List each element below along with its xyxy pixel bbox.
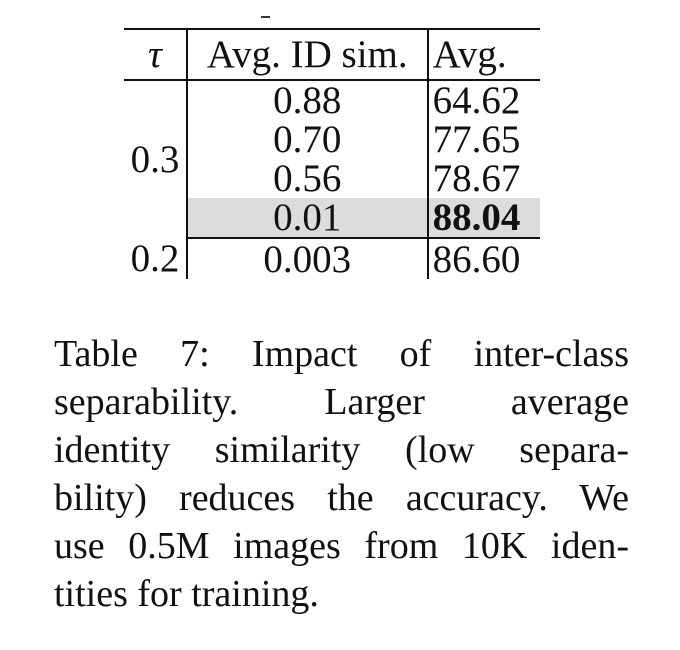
table-row: 0.70 77.65	[124, 120, 540, 159]
caption-line: tities for training.	[54, 573, 319, 615]
table-header-row: τ Avg. ID sim. Avg.	[124, 28, 540, 81]
tau-value-group-1: 0.3	[124, 80, 188, 238]
caption-line: Table 7: Impact of inter-class	[54, 333, 629, 375]
table-row-highlighted: 0.01 88.04	[124, 198, 540, 239]
table-row: 0.56 78.67	[124, 159, 540, 198]
avg-cell: 64.62	[432, 79, 521, 122]
avg-cell: 77.65	[432, 118, 521, 161]
results-table: τ Avg. ID sim. Avg. 0.3 0.88 64.62 0.70 …	[124, 28, 540, 279]
avg-cell-best: 88.04	[427, 198, 540, 239]
avg-id-sim-cell: 0.88	[186, 80, 429, 120]
header-tau: τ	[124, 28, 188, 81]
caption-line: identity similarity (low separa-	[54, 429, 629, 471]
table-row: 0.3 0.88 64.62	[124, 79, 540, 238]
table-row: 0.2 0.003 86.60	[124, 238, 540, 279]
decorative-tick	[261, 16, 270, 18]
caption-line: separability. Larger average	[54, 381, 629, 423]
caption-line: bility) reduces the accuracy. We	[54, 477, 629, 519]
avg-id-sim-cell: 0.01	[186, 198, 429, 239]
header-avg-id-sim: Avg. ID sim.	[186, 28, 429, 81]
avg-cell: 86.60	[432, 237, 521, 281]
avg-cell: 78.67	[432, 157, 521, 200]
avg-id-sim-cell: 0.003	[186, 238, 429, 279]
avg-id-sim-cell: 0.56	[186, 159, 429, 198]
separability-table: τ Avg. ID sim. Avg. 0.3 0.88 64.62 0.70 …	[124, 28, 540, 279]
table-caption: Table 7: Impact of inter-class separabil…	[54, 330, 629, 618]
avg-id-sim-cell: 0.70	[186, 120, 429, 159]
caption-line: use 0.5M images from 10K iden-	[54, 525, 629, 567]
header-avg: Avg.	[427, 28, 540, 81]
tau-value-group-2: 0.2	[124, 238, 188, 279]
